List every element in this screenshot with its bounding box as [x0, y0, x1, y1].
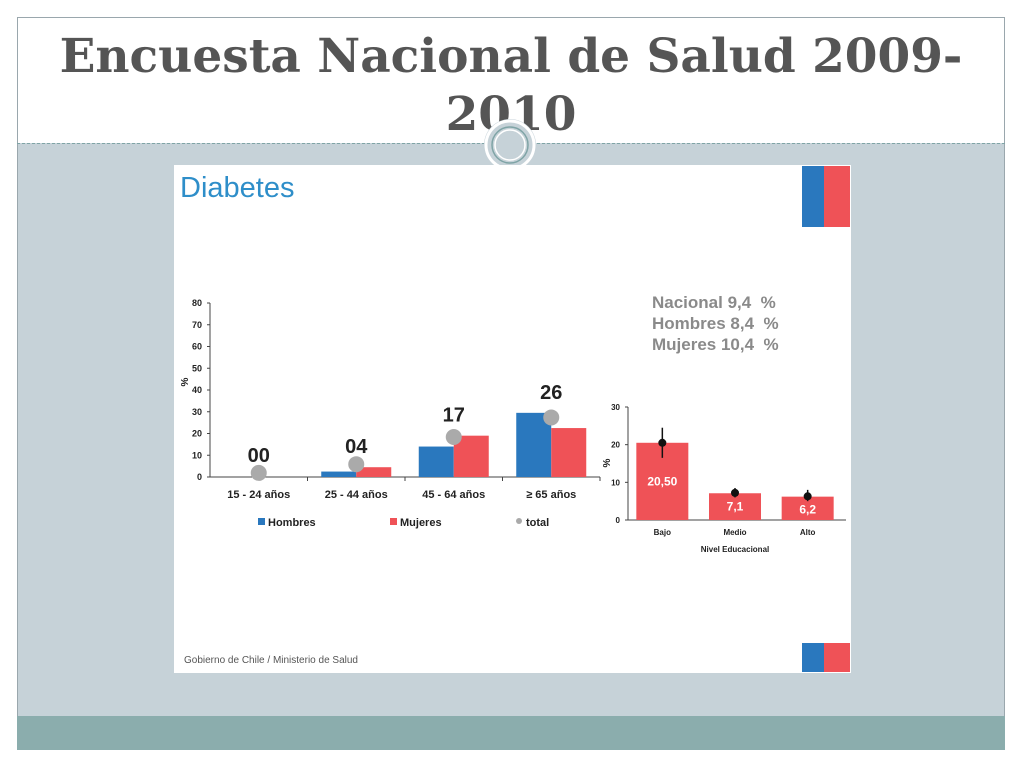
y-tick-label: 10: [611, 478, 620, 487]
y-tick-label: 70: [192, 320, 202, 330]
stat-hombres: Hombres 8,4 %: [652, 314, 779, 333]
y-tick-label: 60: [192, 342, 202, 352]
x-tick-label: 45 - 64 años: [422, 489, 485, 501]
point-estimate: [658, 438, 667, 447]
bar-education: [781, 496, 834, 520]
data-label: 20,50: [647, 474, 677, 488]
legend-label: Hombres: [268, 517, 316, 529]
y-tick-label: 40: [192, 385, 202, 395]
point-estimate: [803, 492, 812, 501]
panel-heading: Diabetes: [180, 172, 295, 204]
bottom-band: [17, 716, 1005, 750]
stats-box: Nacional 9,4 % Hombres 8,4 % Mujeres 10,…: [652, 292, 779, 355]
x-tick-label: 15 - 24 años: [227, 489, 290, 501]
bar-mujeres: [453, 435, 489, 477]
bar-hombres: [418, 446, 454, 477]
total-annotation: 17: [443, 405, 465, 427]
total-annotation: 00: [248, 445, 270, 467]
total-point: [348, 456, 365, 473]
bar-mujeres: [356, 467, 392, 477]
x-tick-label: Medio: [723, 528, 746, 537]
y-tick-label: 10: [192, 450, 202, 460]
x-tick-label: ≥ 65 años: [526, 489, 576, 501]
content-panel: [174, 165, 851, 673]
point-estimate: [731, 488, 739, 497]
x-tick-label: Bajo: [654, 528, 671, 537]
chile-flag-icon: [802, 643, 850, 672]
data-label: 6,2: [799, 503, 816, 517]
y-tick-label: 30: [192, 407, 202, 417]
y-tick-label: 20: [192, 429, 202, 439]
legend-label: total: [526, 517, 549, 529]
data-label: 7,1: [727, 499, 744, 513]
total-point: [445, 429, 462, 446]
x-tick-label: 25 - 44 años: [325, 489, 388, 501]
y-tick-label: 0: [197, 472, 202, 482]
y-tick-label: 0: [616, 516, 621, 525]
total-point: [250, 464, 267, 481]
legend-swatch: [390, 518, 397, 525]
y-tick-label: 50: [192, 363, 202, 373]
legend-swatch: [258, 518, 265, 525]
bar-education: [709, 493, 761, 520]
footer-credit: Gobierno de Chile / Ministerio de Salud: [184, 655, 358, 666]
x-tick-label: Alto: [800, 528, 816, 537]
y-tick-label: 80: [192, 298, 202, 308]
x-axis-label: Nivel Educacional: [701, 545, 769, 554]
total-annotation: 04: [345, 436, 368, 458]
stat-nacional: Nacional 9,4 %: [652, 293, 776, 312]
bar-hombres: [516, 412, 552, 477]
y-tick-label: 20: [611, 441, 620, 450]
legend-swatch: [516, 518, 522, 524]
total-annotation: 26: [540, 382, 562, 404]
total-point: [543, 409, 560, 426]
bar-mujeres: [551, 428, 587, 477]
legend-label: Mujeres: [400, 517, 442, 529]
y-tick-label: 30: [611, 403, 620, 412]
bar-hombres: [321, 471, 357, 477]
chile-flag-icon: [802, 166, 850, 227]
y-axis-label: %: [180, 377, 191, 386]
y-axis-label: %: [602, 458, 613, 467]
stat-mujeres: Mujeres 10,4 %: [652, 335, 779, 354]
